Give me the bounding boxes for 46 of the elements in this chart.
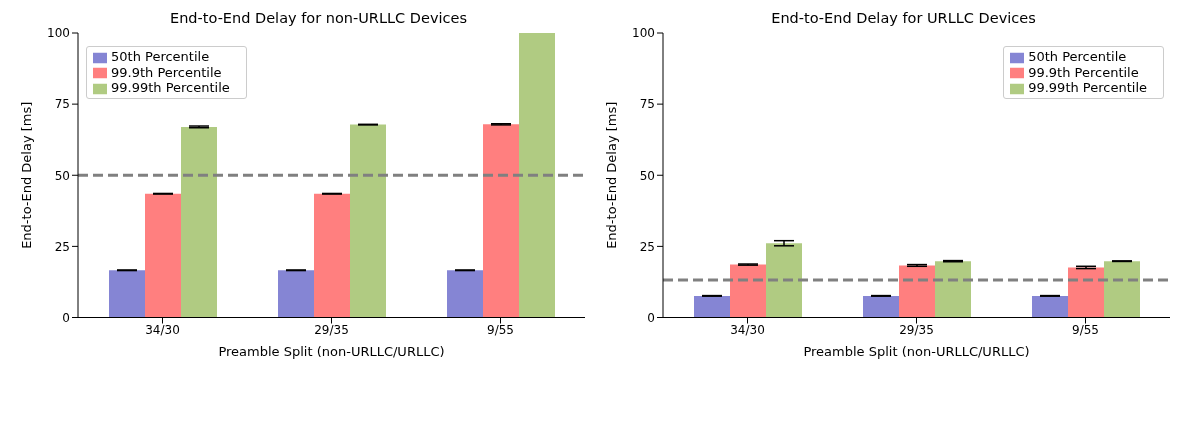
bar [1104, 261, 1140, 318]
bar [145, 193, 181, 318]
y-axis-title: End-to-End Delay [ms] [18, 101, 34, 249]
legend-label: 50th Percentile [1028, 49, 1127, 64]
bar [519, 33, 555, 318]
x-axis-title: Preamble Split (non-URLLC/URLLC) [803, 343, 1030, 359]
x-axis-title: Preamble Split (non-URLLC/URLLC) [218, 343, 445, 359]
bar [730, 264, 766, 318]
y-tick-label: 100 [632, 26, 655, 41]
x-tick-label: 9/55 [1072, 323, 1099, 338]
y-tick-label: 0 [647, 310, 655, 325]
y-tick-label: 75 [54, 97, 70, 112]
y-tick-label: 25 [639, 239, 655, 254]
bar [350, 124, 386, 318]
bar [181, 126, 217, 318]
bar [694, 295, 730, 318]
x-tick-label: 9/55 [487, 323, 514, 338]
bar [1032, 295, 1068, 318]
legend-label: 99.99th Percentile [1028, 80, 1147, 95]
bar [483, 124, 519, 318]
y-tick-label: 0 [62, 310, 70, 325]
y-tick-label: 100 [47, 26, 70, 41]
chart-title: End-to-End Delay for non-URLLC Devices [169, 10, 468, 26]
bar [447, 270, 483, 318]
y-tick-label: 75 [639, 97, 655, 112]
y-axis-title: End-to-End Delay [ms] [603, 101, 619, 249]
legend-label: 99.9th Percentile [111, 64, 222, 80]
x-tick-label: 29/35 [314, 323, 349, 338]
bar [863, 295, 899, 318]
bar [109, 270, 145, 318]
bar [935, 261, 971, 318]
legend-label: 99.99th Percentile [111, 80, 230, 95]
y-tick-label: 25 [54, 239, 70, 254]
bar [899, 265, 935, 318]
x-tick-label: 34/30 [145, 323, 180, 338]
y-tick-label: 50 [54, 168, 70, 183]
x-tick-label: 29/35 [899, 323, 934, 338]
x-tick-label: 34/30 [730, 323, 765, 338]
bar [1068, 267, 1104, 318]
chart-title: End-to-End Delay for URLLC Devices [770, 10, 1037, 26]
bar [766, 243, 802, 318]
bar [278, 270, 314, 318]
legend-label: 50th Percentile [111, 49, 210, 64]
y-tick-label: 50 [639, 168, 655, 183]
legend-label: 99.9th Percentile [1028, 64, 1139, 80]
bar [314, 193, 350, 318]
